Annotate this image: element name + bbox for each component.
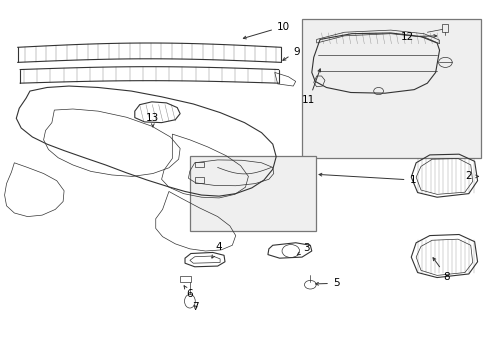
Text: 3: 3 — [297, 243, 309, 255]
Text: 6: 6 — [183, 286, 193, 299]
Bar — [442, 24, 447, 32]
Bar — [194, 162, 203, 167]
Text: 1: 1 — [318, 173, 415, 185]
Text: 11: 11 — [302, 69, 320, 105]
Text: 9: 9 — [282, 46, 299, 60]
Text: 4: 4 — [211, 242, 222, 258]
Text: 8: 8 — [432, 258, 449, 282]
Bar — [194, 177, 203, 183]
Bar — [180, 276, 190, 282]
Text: 2: 2 — [465, 171, 477, 181]
Text: 10: 10 — [243, 22, 289, 39]
Text: 7: 7 — [192, 302, 199, 312]
Bar — [189, 156, 315, 231]
Text: 12: 12 — [401, 32, 436, 41]
Text: 5: 5 — [315, 278, 339, 288]
Text: 13: 13 — [146, 113, 159, 127]
Bar — [302, 19, 481, 158]
